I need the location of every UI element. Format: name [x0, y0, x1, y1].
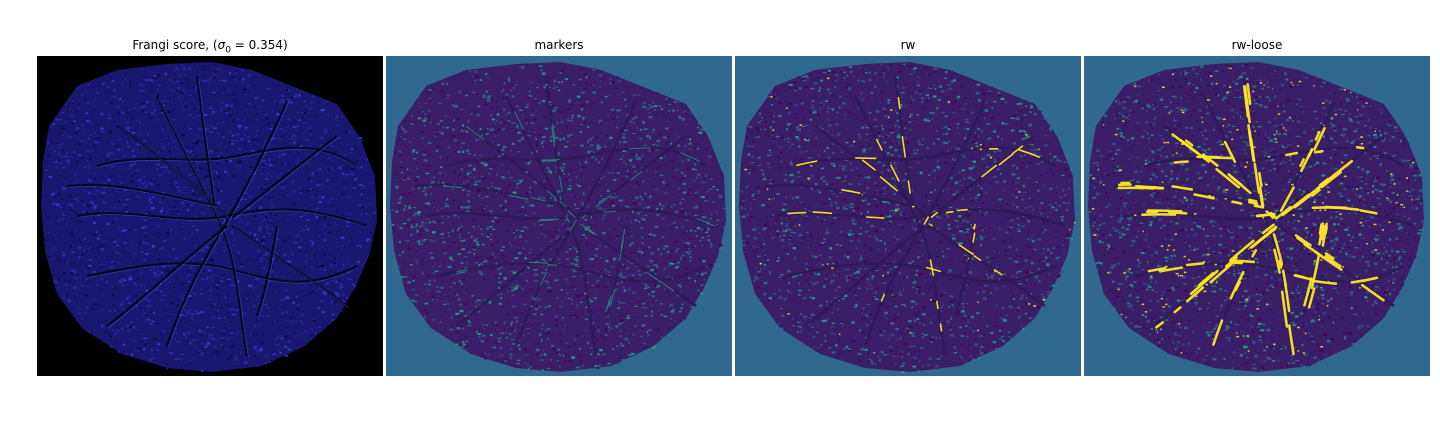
retina-region: [739, 62, 1075, 372]
panel-rw-loose: rw-loose: [1084, 0, 1430, 432]
highlighted-vessels: [744, 77, 1076, 354]
highlighted-vessels: [1092, 67, 1415, 356]
frangi-score-image: [37, 56, 383, 376]
texture-speckles: [41, 64, 378, 372]
rw-loose-image: [1084, 56, 1430, 376]
panel-title-markers: markers: [534, 38, 584, 52]
highlighted-vessels: [391, 81, 716, 356]
panel-title-rw-loose: rw-loose: [1231, 38, 1283, 52]
vessel-network: [764, 75, 1066, 357]
retina-region: [41, 62, 377, 372]
rw-image: [735, 56, 1081, 376]
texture-speckles: [391, 63, 727, 373]
panel-markers: markers: [386, 0, 732, 432]
panel-title-rw: rw: [900, 38, 916, 52]
retina-region: [1088, 62, 1424, 372]
markers-image: [386, 56, 732, 376]
panel-title-frangi: Frangi score, (σ0 = 0.354): [132, 38, 288, 56]
panel-frangi-score: Frangi score, (σ0 = 0.354): [37, 0, 383, 432]
panel-rw: rw: [735, 0, 1081, 432]
vessel-network: [66, 75, 369, 358]
